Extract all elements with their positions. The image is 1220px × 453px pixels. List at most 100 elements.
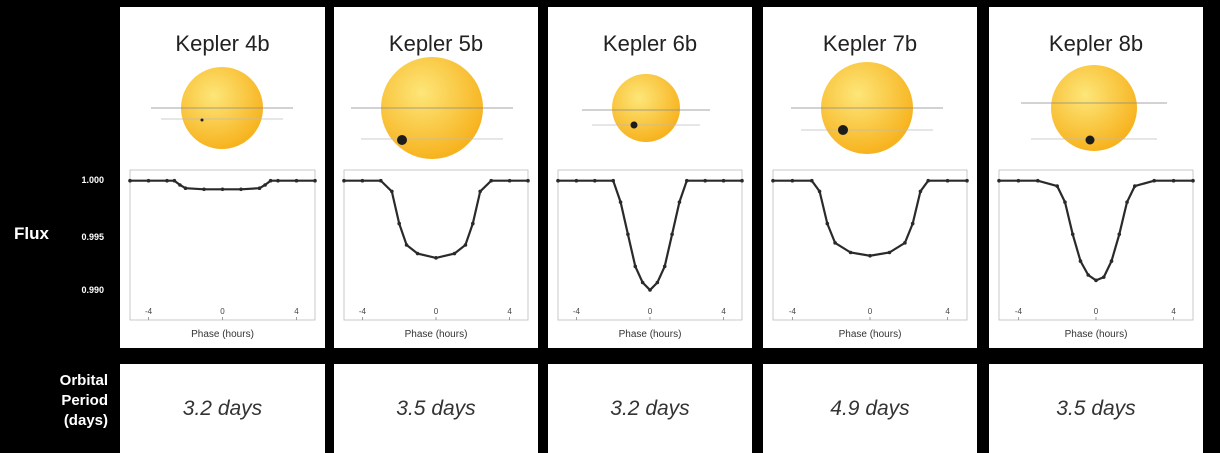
data-point	[360, 178, 365, 183]
chart-svg: Kepler 8b -4 0 4 Phase (hours)	[997, 31, 1195, 340]
orbital-period-value: 3.2 days	[610, 396, 690, 420]
plot-frame	[557, 169, 743, 321]
data-point	[397, 221, 401, 226]
data-point	[146, 178, 151, 183]
chart-panel: Kepler 6b -4 0 4 Phase (hours)	[548, 7, 752, 348]
data-point	[918, 189, 923, 194]
orbital-period-box: 3.2 days	[120, 364, 325, 453]
x-axis-label: Phase (hours)	[191, 329, 254, 340]
chart-panel: Kepler 8b -4 0 4 Phase (hours)	[989, 7, 1203, 348]
x-tick-label: -4	[789, 307, 797, 316]
data-point	[263, 183, 267, 187]
x-tick-label: -4	[1015, 307, 1023, 316]
light-curve-line	[344, 179, 528, 260]
data-point	[626, 232, 630, 237]
plot-frame	[343, 169, 529, 321]
data-point	[257, 186, 262, 191]
x-tick-label: 4	[945, 307, 950, 316]
panel-title: Kepler 5b	[389, 31, 483, 56]
data-point	[1070, 232, 1075, 237]
data-point	[165, 178, 169, 183]
chart-svg: Kepler 6b -4 0 4 Phase (hours)	[556, 31, 744, 340]
data-point	[556, 178, 560, 183]
data-point	[817, 189, 822, 194]
data-point	[833, 241, 837, 245]
data-point	[268, 178, 273, 183]
data-point	[887, 250, 892, 255]
data-point	[1191, 178, 1195, 183]
data-point	[452, 251, 457, 256]
chart-panel: Kepler 7b -4 0 4 Phase (hours)	[763, 7, 977, 348]
data-point	[1101, 275, 1106, 279]
data-point	[1133, 184, 1137, 188]
data-point	[910, 221, 915, 226]
data-point	[945, 178, 950, 183]
orbital-label-line: Orbital	[59, 372, 108, 389]
data-point	[313, 178, 317, 183]
data-point	[1055, 184, 1059, 188]
x-tick-label: 4	[507, 307, 512, 316]
x-tick-label: 0	[220, 307, 225, 316]
chart-panel: Kepler 4b -4 0 4 Phase (hours)	[120, 7, 325, 348]
x-axis-label: Phase (hours)	[839, 329, 902, 340]
data-point	[415, 251, 420, 256]
panel-title: Kepler 4b	[175, 31, 269, 56]
chart-svg: Kepler 7b -4 0 4 Phase (hours)	[771, 31, 969, 340]
orbital-period-value: 3.2 days	[182, 396, 263, 420]
data-point	[611, 178, 615, 183]
data-point	[489, 178, 493, 183]
data-point	[868, 253, 872, 258]
data-point	[471, 221, 475, 226]
data-point	[294, 178, 299, 183]
data-point	[239, 187, 243, 192]
data-point	[128, 178, 132, 183]
planet-icon	[397, 135, 407, 145]
orbital-period-box: 3.2 days	[548, 364, 752, 453]
data-point	[771, 178, 775, 183]
data-point	[220, 187, 225, 192]
chart-svg: Kepler 5b -4 0 4 Phase (hours)	[342, 31, 530, 340]
data-point	[848, 250, 853, 255]
data-point	[404, 243, 409, 247]
data-point	[276, 178, 280, 183]
data-point	[685, 178, 689, 183]
y-tick-label: 0.995	[81, 232, 104, 242]
data-point	[677, 200, 682, 204]
data-point	[633, 264, 638, 269]
data-point	[526, 178, 530, 183]
plot-frame	[772, 169, 968, 321]
flux-axis-label: Flux	[14, 224, 49, 243]
chart-svg: Kepler 4b -4 0 4 Phase (hours)	[128, 31, 317, 340]
x-tick-label: 0	[868, 307, 873, 316]
data-point	[648, 288, 652, 292]
plot-frame	[129, 169, 316, 321]
data-point	[825, 221, 830, 226]
data-point	[390, 189, 394, 194]
orbital-period-label: Orbital Period (days)	[34, 371, 108, 431]
data-point	[434, 256, 438, 260]
data-point	[965, 178, 969, 183]
data-point	[903, 241, 907, 245]
panel-title: Kepler 6b	[603, 31, 697, 56]
y-tick-label: 1.000	[81, 175, 104, 185]
x-tick-label: 4	[1171, 307, 1176, 316]
x-tick-label: -4	[573, 307, 581, 316]
data-point	[342, 178, 346, 183]
data-point	[670, 232, 674, 237]
x-tick-label: 0	[648, 307, 653, 316]
panel-title: Kepler 7b	[823, 31, 917, 56]
data-point	[640, 280, 645, 285]
data-point	[574, 178, 579, 183]
star-icon	[1051, 65, 1137, 151]
data-point	[172, 178, 177, 183]
data-point	[1036, 178, 1040, 183]
x-tick-label: -4	[145, 307, 153, 316]
data-point	[1086, 273, 1091, 277]
plot-frame	[998, 169, 1194, 321]
data-point	[1125, 200, 1129, 204]
x-tick-label: 0	[434, 307, 439, 316]
orbital-period-value: 4.9 days	[830, 396, 910, 420]
data-point	[721, 178, 726, 183]
data-point	[1078, 259, 1083, 263]
data-point	[478, 189, 482, 194]
